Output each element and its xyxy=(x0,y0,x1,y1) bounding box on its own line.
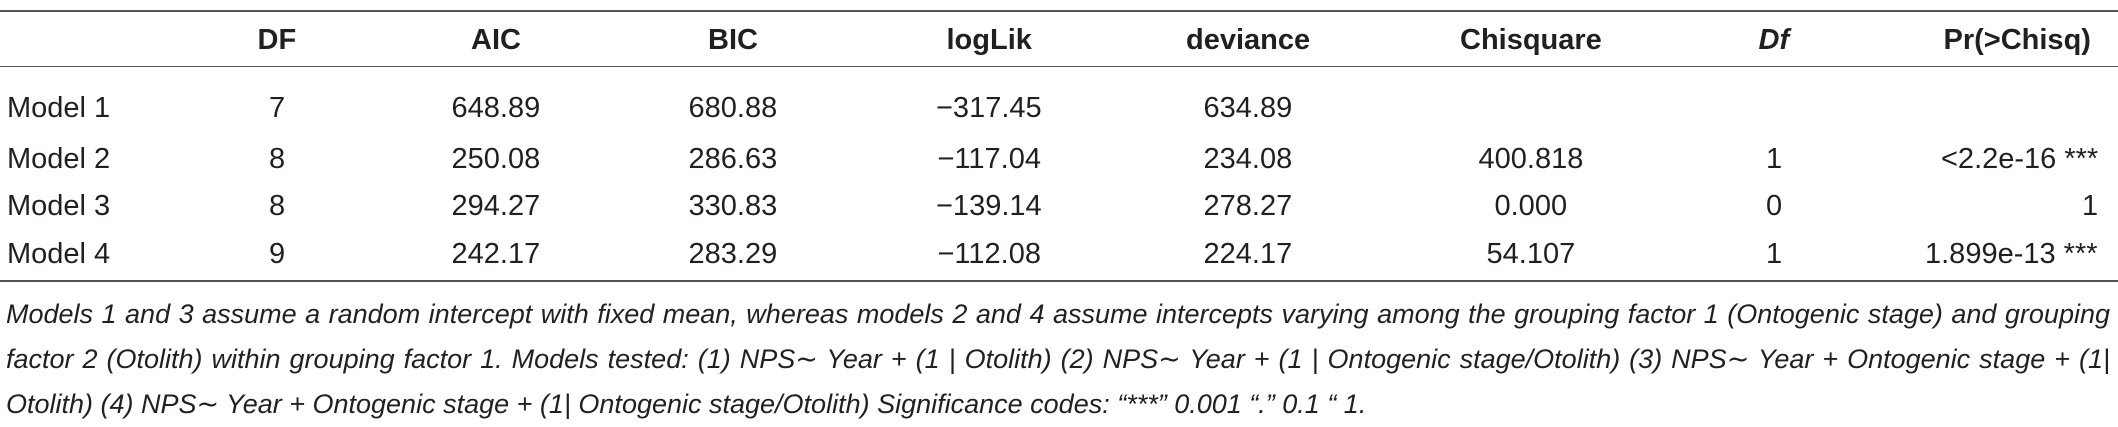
page: Models 1 and 3 assume a random intercept… xyxy=(0,10,2118,419)
caption: Models 1 and 3 assume a random intercept… xyxy=(6,299,2110,419)
column-header: logLik xyxy=(946,24,1032,56)
row-label: Model 3 xyxy=(7,190,111,222)
column-header: AIC xyxy=(471,24,521,56)
cell: −112.08 xyxy=(937,238,1041,270)
cell: −117.04 xyxy=(937,143,1041,175)
cell: 400.818 xyxy=(1478,143,1584,175)
cell: 242.17 xyxy=(451,238,541,270)
cell: 330.83 xyxy=(688,190,778,222)
cell: 286.63 xyxy=(688,143,778,175)
cell: 8 xyxy=(269,143,286,175)
cell: 0.000 xyxy=(1494,190,1568,222)
cell: 7 xyxy=(269,92,286,124)
column-header: BIC xyxy=(708,24,758,56)
cell: 634.89 xyxy=(1203,92,1293,124)
cell: −317.45 xyxy=(936,92,1042,124)
cell: 9 xyxy=(269,238,286,270)
cell: 1.899e-13 *** xyxy=(1925,238,2098,270)
column-header: Chisquare xyxy=(1460,24,1602,56)
row-label: Model 2 xyxy=(7,143,111,175)
column-header: DF xyxy=(257,24,297,56)
bottom-rule xyxy=(0,280,2118,282)
cell: 648.89 xyxy=(451,92,541,124)
cell: 234.08 xyxy=(1203,143,1293,175)
column-header: deviance xyxy=(1186,24,1311,56)
column-header: Pr(>Chisq) xyxy=(1943,24,2091,56)
cell: 1 xyxy=(1766,143,1783,175)
cell: −139.14 xyxy=(936,190,1042,222)
row-label: Model 1 xyxy=(7,92,111,124)
cell: <2.2e-16 *** xyxy=(1941,143,2099,175)
column-header: Df xyxy=(1758,24,1790,56)
cell: 250.08 xyxy=(451,143,541,175)
cell: 0 xyxy=(1766,190,1783,222)
header-rule xyxy=(0,66,2118,67)
cell: 1 xyxy=(2082,190,2099,222)
cell: 224.17 xyxy=(1203,238,1293,270)
row-label: Model 4 xyxy=(7,238,111,270)
cell: 278.27 xyxy=(1203,190,1293,222)
cell: 680.88 xyxy=(688,92,778,124)
cell: 294.27 xyxy=(451,190,541,222)
cell: 283.29 xyxy=(688,238,778,270)
cell: 54.107 xyxy=(1486,238,1576,270)
top-rule xyxy=(0,10,2118,12)
cell: 1 xyxy=(1766,238,1783,270)
cell: 8 xyxy=(269,190,286,222)
